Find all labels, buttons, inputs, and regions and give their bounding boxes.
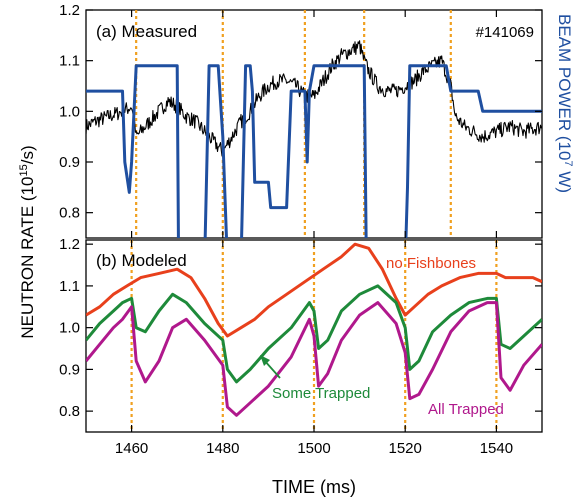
ytick-label-b-4: 1.2: [59, 236, 80, 253]
annotation-no-fishbones: no Fishbones: [386, 255, 476, 272]
series-no-fishbones: [86, 242, 542, 338]
ytick-label-a-4: 1.2: [59, 2, 80, 19]
annotation-some-trapped: Some Trapped: [272, 385, 370, 402]
series-some-trapped: [86, 284, 542, 384]
series-beam: [86, 64, 542, 238]
ytick-label-b-3: 1.1: [59, 278, 80, 295]
series-measured: [86, 40, 542, 157]
ytick-label-a-2: 1.0: [59, 103, 80, 120]
panel-a-frame: [85, 9, 543, 239]
ytick-label-b-0: 0.8: [59, 403, 80, 420]
panel-b-label: (b) Modeled: [96, 251, 187, 270]
shot-number-label: #141069: [476, 24, 534, 41]
xtick-label-2: 1500: [297, 440, 330, 457]
panel-b-x-ticks: 1460 1480 1500 1520 1540: [115, 240, 513, 457]
series-all-trapped: [86, 301, 542, 417]
xtick-label-3: 1520: [389, 440, 422, 457]
annotation-arrow: [260, 355, 281, 379]
xtick-label-1: 1480: [206, 440, 239, 457]
y-axis-title: NEUTRON RATE (1015/s): [18, 145, 37, 338]
panel-a-series: [86, 40, 542, 238]
xtick-label-4: 1540: [480, 440, 513, 457]
panel-b-y-ticks: 0.8 0.9 1.0 1.1 1.2: [59, 236, 542, 420]
x-axis-title: TIME (ms): [272, 477, 356, 497]
ytick-label-a-3: 1.1: [59, 53, 80, 70]
panel-b-modeled: 0.8 0.9 1.0 1.1 1.2 1460 1480 1500 1520 1540 (b)…: [59, 236, 543, 457]
ytick-label-a-0: 0.8: [59, 205, 80, 222]
panel-a-x-ticks: [131, 10, 497, 238]
panel-a-y-ticks: 0.8 0.9 1.0 1.1 1.2: [59, 2, 542, 222]
ytick-label-b-2: 1.0: [59, 320, 80, 337]
panel-a-measured: 0.8 0.9 1.0 1.1 1.2 (a) Measured #141069: [59, 2, 543, 239]
annotation-all-trapped: All Trapped: [428, 401, 504, 418]
ytick-label-a-1: 0.9: [59, 154, 80, 171]
ytick-label-b-1: 0.9: [59, 361, 80, 378]
xtick-label-0: 1460: [115, 440, 148, 457]
y2-axis-title: BEAM POWER (107 W): [555, 14, 574, 193]
panel-a-label: (a) Measured: [96, 22, 197, 41]
panel-b-series: [86, 242, 542, 417]
